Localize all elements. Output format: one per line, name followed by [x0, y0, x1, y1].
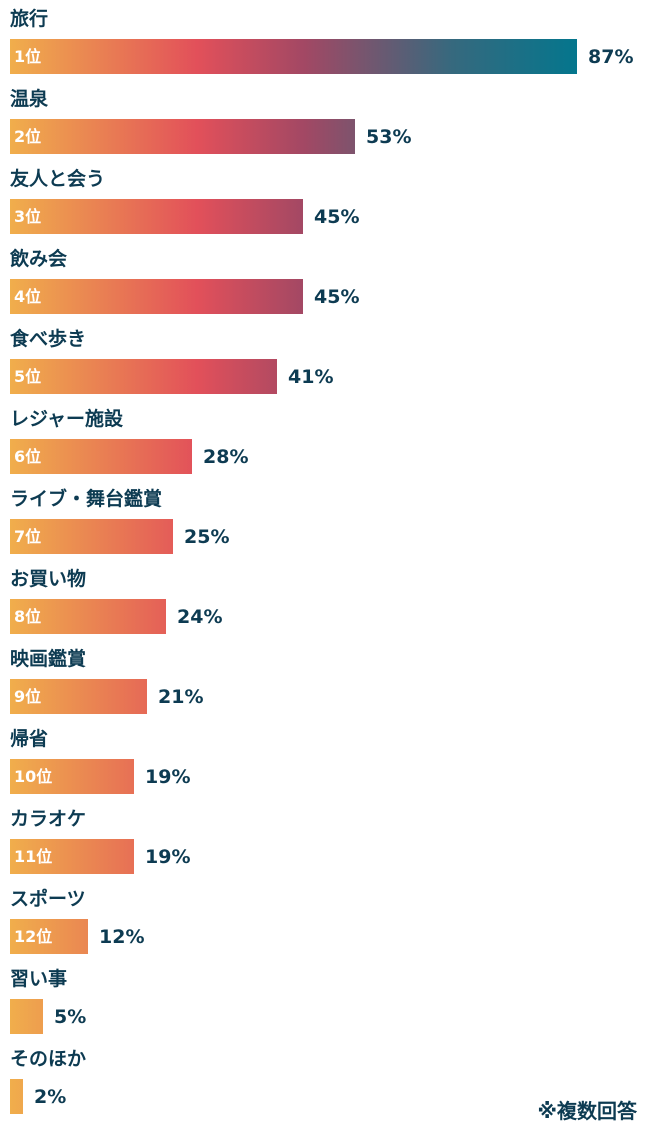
rank-label: 5位	[14, 367, 42, 386]
bar-gradient-fill	[10, 119, 355, 154]
bar	[10, 839, 134, 874]
rank-label: 8位	[14, 607, 42, 626]
bar-row: お買い物 8位 24%	[0, 566, 647, 646]
rank-label: 12位	[14, 927, 53, 946]
rank-label: 2位	[14, 127, 42, 146]
bar-gradient-fill	[10, 1079, 23, 1114]
value-label: 5%	[54, 1006, 87, 1028]
value-label: 24%	[177, 606, 223, 628]
rank-label: 9位	[14, 687, 42, 706]
value-label: 21%	[158, 686, 204, 708]
rank-label: 3位	[14, 207, 42, 226]
bar-gradient-fill	[10, 759, 134, 794]
bar	[10, 359, 277, 394]
bar-row: レジャー施設 6位 28%	[0, 406, 647, 486]
bar	[10, 599, 166, 634]
bar-gradient-fill	[10, 679, 147, 714]
value-label: 12%	[99, 926, 145, 948]
bar-row: 温泉 2位 53%	[0, 86, 647, 166]
bar-row: 習い事 5%	[0, 966, 647, 1046]
bar-gradient-fill	[10, 919, 88, 954]
bar-gradient-fill	[10, 39, 577, 74]
bar-row: スポーツ 12位 12%	[0, 886, 647, 966]
rank-label: 10位	[14, 767, 53, 786]
value-label: 53%	[366, 126, 412, 148]
bar	[10, 759, 134, 794]
category-label: レジャー施設	[10, 408, 124, 430]
value-label: 19%	[145, 766, 191, 788]
value-label: 41%	[288, 366, 334, 388]
bar-row: 帰省 10位 19%	[0, 726, 647, 806]
bar	[10, 999, 43, 1034]
category-label: 習い事	[10, 968, 68, 990]
rank-label: 11位	[14, 847, 53, 866]
category-label: 温泉	[10, 88, 49, 110]
value-label: 28%	[203, 446, 249, 468]
rank-label: 6位	[14, 447, 42, 466]
category-label: そのほか	[10, 1048, 87, 1070]
bar-row: カラオケ 11位 19%	[0, 806, 647, 886]
bar-gradient-fill	[10, 839, 134, 874]
bar	[10, 919, 88, 954]
bar-gradient-fill	[10, 439, 192, 474]
bar-gradient-fill	[10, 359, 277, 394]
value-label: 2%	[34, 1086, 67, 1108]
bar-gradient-fill	[10, 279, 303, 314]
category-label: 友人と会う	[10, 168, 106, 190]
category-label: ライブ・舞台鑑賞	[10, 488, 163, 510]
bar	[10, 279, 303, 314]
bar-row: 友人と会う 3位 45%	[0, 166, 647, 246]
rank-label: 7位	[14, 527, 42, 546]
category-label: 映画鑑賞	[10, 648, 87, 670]
bar-gradient-fill	[10, 199, 303, 234]
category-label: 旅行	[10, 8, 49, 30]
bar-row: そのほか 2%	[0, 1046, 647, 1126]
category-label: カラオケ	[10, 808, 87, 830]
category-label: スポーツ	[10, 888, 86, 910]
bar	[10, 199, 303, 234]
value-label: 19%	[145, 846, 191, 868]
rank-label: 1位	[14, 47, 42, 66]
value-label: 25%	[184, 526, 230, 548]
category-label: 食べ歩き	[10, 328, 87, 350]
value-label: 45%	[314, 206, 360, 228]
bar-gradient-fill	[10, 599, 166, 634]
bar	[10, 679, 147, 714]
bar-row: 映画鑑賞 9位 21%	[0, 646, 647, 726]
footnote-multiple-answers: ※複数回答	[537, 1099, 637, 1123]
bar-row: 旅行 1位 87%	[0, 6, 647, 86]
rank-label: 4位	[14, 287, 42, 306]
value-label: 45%	[314, 286, 360, 308]
bar-gradient-fill	[10, 999, 43, 1034]
value-label: 87%	[588, 46, 634, 68]
bar-row: 飲み会 4位 45%	[0, 246, 647, 326]
bar	[10, 519, 173, 554]
bar	[10, 439, 192, 474]
bar	[10, 119, 355, 154]
bar-row: 食べ歩き 5位 41%	[0, 326, 647, 406]
category-label: 飲み会	[10, 248, 68, 270]
bar-row: ライブ・舞台鑑賞 7位 25%	[0, 486, 647, 566]
category-label: お買い物	[10, 568, 87, 590]
bar-gradient-fill	[10, 519, 173, 554]
category-label: 帰省	[10, 728, 49, 750]
bar	[10, 1079, 23, 1114]
bar	[10, 39, 577, 74]
